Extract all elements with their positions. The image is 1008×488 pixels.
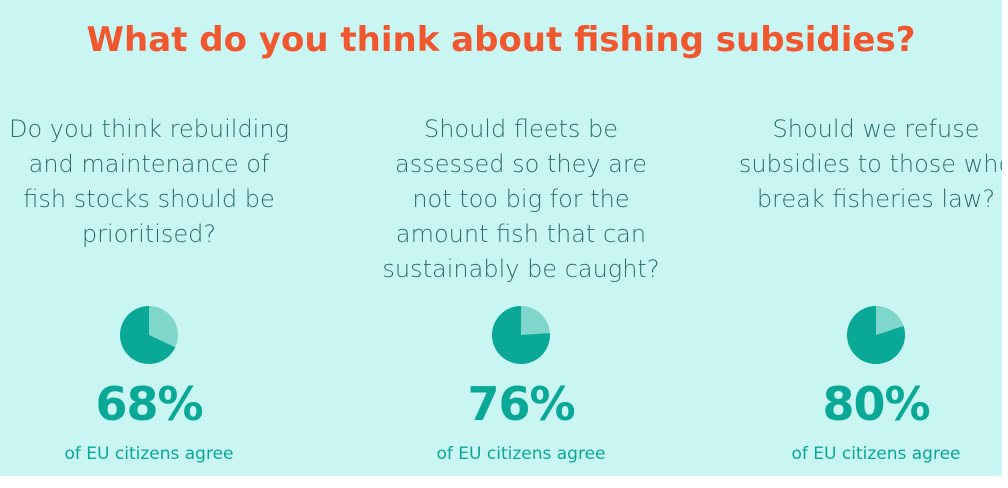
percent-caption: of EU citizens agree — [436, 444, 606, 464]
pie-chart — [120, 306, 178, 364]
infographic: What do you think about fishing subsidie… — [0, 0, 1002, 476]
pie-chart — [846, 306, 905, 364]
question-text: Should fleets be assessed so they are no… — [382, 115, 660, 283]
question-column-1: Do you think rebuilding and maintenance … — [4, 112, 294, 468]
question-text: Do you think rebuilding and maintenance … — [9, 115, 289, 248]
question-text: Should we refuse subsidies to those who … — [738, 115, 1002, 213]
pie-slice-agree — [120, 306, 176, 364]
percent-value: 76% — [467, 377, 575, 431]
question-column-3: Should we refuse subsidies to those who … — [731, 112, 1002, 468]
percent-caption: of EU citizens agree — [791, 444, 961, 464]
pie-slice-agree — [846, 306, 905, 364]
percent-value: 80% — [822, 377, 930, 431]
question-column-2: Should fleets be assessed so they are no… — [376, 112, 666, 468]
page-title: What do you think about fishing subsidie… — [86, 20, 916, 60]
percent-value: 68% — [95, 377, 203, 431]
pie-slice-agree — [491, 306, 550, 364]
pie-chart — [491, 306, 550, 364]
percent-caption: of EU citizens agree — [64, 444, 234, 464]
